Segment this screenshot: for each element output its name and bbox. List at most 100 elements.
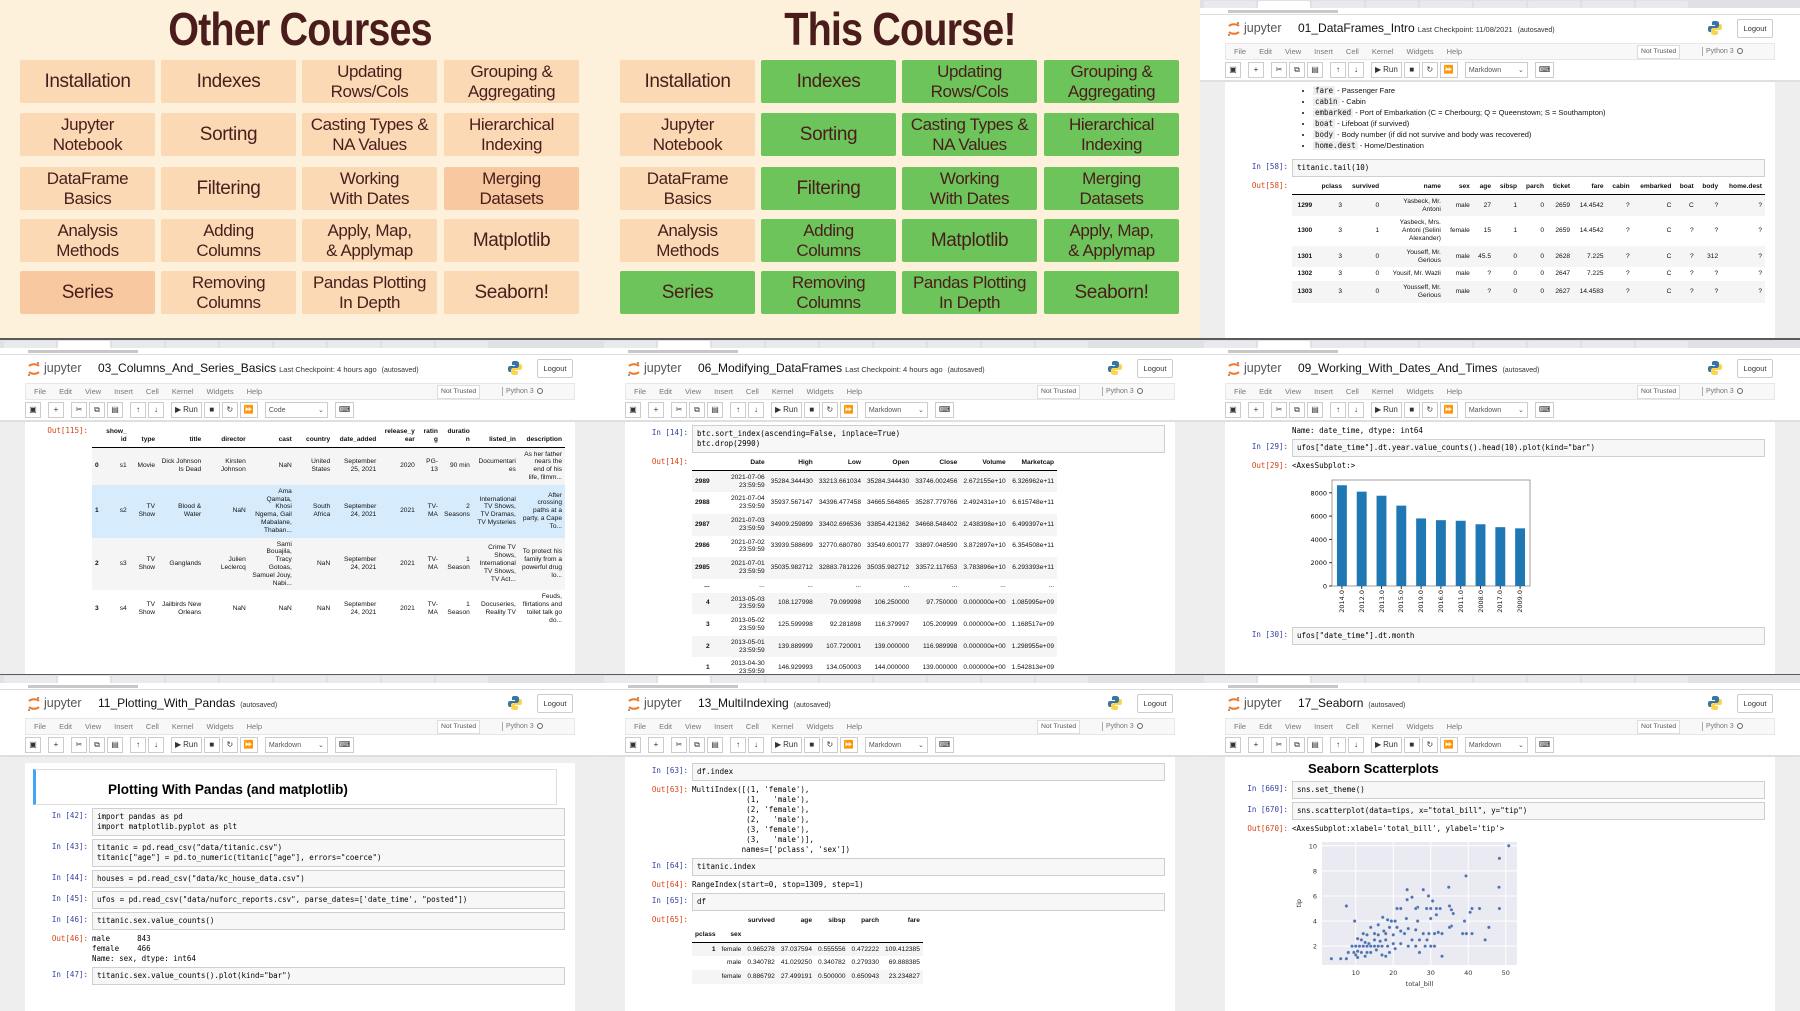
browser-tab[interactable] (1312, 341, 1364, 348)
arrow-up-button[interactable]: ↑ (730, 737, 746, 753)
browser-tab[interactable] (4, 341, 56, 348)
restart-button[interactable]: ↻ (221, 737, 238, 753)
menu-widgets[interactable]: Widgets (1406, 722, 1434, 731)
command-palette-button[interactable]: ⌨ (1534, 402, 1555, 418)
jupyter-brand[interactable]: jupyter (1244, 21, 1282, 35)
menu-cell[interactable]: Cell (745, 387, 759, 396)
browser-tab[interactable] (1420, 1, 1472, 8)
menu-file[interactable]: File (634, 722, 647, 731)
logout-button[interactable]: Logout (1737, 359, 1773, 378)
notebook-title[interactable]: 03_Columns_And_Series_Basics (98, 361, 277, 375)
stop-button[interactable]: ■ (1403, 62, 1420, 78)
plus-button[interactable]: + (48, 737, 64, 753)
paste-button[interactable]: ▤ (107, 737, 123, 753)
stop-button[interactable]: ■ (1403, 402, 1420, 418)
notebook-title[interactable]: 01_DataFrames_Intro (1298, 21, 1415, 35)
table-row[interactable]: 1302 3 0 Yousif, Mr. Wazli male? 0 0 2647 7.225?… (1292, 267, 1765, 281)
arrow-down-button[interactable]: ↓ (748, 737, 764, 753)
menu-view[interactable]: View (1285, 722, 1302, 731)
menu-widgets[interactable]: Widgets (206, 722, 234, 731)
paste-button[interactable]: ▤ (707, 402, 723, 418)
logout-button[interactable]: Logout (1737, 19, 1773, 38)
cell-type-select[interactable]: Markdown ⌄ (1464, 402, 1528, 418)
arrow-down-button[interactable]: ↓ (1348, 62, 1364, 78)
copy-button[interactable]: ⧉ (689, 737, 705, 753)
kernel-name[interactable]: Python 3 (506, 388, 534, 395)
browser-tab[interactable] (1528, 1, 1580, 8)
browser-tab[interactable] (1474, 341, 1526, 348)
arrow-down-button[interactable]: ↓ (1348, 737, 1364, 753)
browser-tab[interactable] (1036, 341, 1088, 348)
not-trusted-button[interactable]: Not Trusted (1037, 720, 1081, 734)
code-input[interactable]: titanic = pd.read_csv("data/titanic.csv"… (92, 839, 565, 867)
restart-button[interactable]: ↻ (821, 402, 838, 418)
browser-tab[interactable] (328, 676, 380, 683)
table-row[interactable]: 2989 2021-07-06 23:59:59 35284.344430 33213… (692, 470, 1058, 493)
menu-help[interactable]: Help (846, 387, 863, 396)
browser-tab[interactable] (1312, 676, 1364, 683)
restart-button[interactable]: ↻ (221, 402, 238, 418)
paste-button[interactable]: ▤ (1307, 402, 1323, 418)
table-row[interactable]: 1 s2 TV Show Blood & Water NaN Ama Qamata, Kh… (92, 484, 565, 538)
run-button[interactable]: ▶ Run (1371, 402, 1402, 418)
fast-forward-button[interactable]: ⏩ (1439, 402, 1458, 418)
code-input[interactable]: sns.scatterplot(data=tips, x="total_bill… (1292, 802, 1765, 820)
menu-edit[interactable]: Edit (1259, 387, 1273, 396)
notebook-content[interactable]: Name: date_time, dtype: int64 In [29]: ufo… (1200, 422, 1800, 674)
table-row[interactable]: 1 2013-04-30 23:59:59 146.929993 134.050003… (692, 657, 1057, 674)
menu-edit[interactable]: Edit (59, 722, 73, 731)
jupyter-brand[interactable]: jupyter (44, 696, 82, 710)
menu-cell[interactable]: Cell (1345, 387, 1359, 396)
kernel-name[interactable]: Python 3 (1106, 388, 1134, 395)
table-row[interactable]: 3 2013-05-02 23:59:59 125.599998 92.281898 1… (692, 614, 1057, 636)
restart-button[interactable]: ↻ (1421, 402, 1438, 418)
cell-type-select[interactable]: Markdown ⌄ (264, 737, 328, 753)
fast-forward-button[interactable]: ⏩ (839, 737, 858, 753)
code-cell[interactable]: In [46]: titanic.sex.value_counts() (25, 912, 565, 930)
cut-button[interactable]: ✂ (671, 402, 687, 418)
menu-insert[interactable]: Insert (114, 387, 133, 396)
paste-button[interactable]: ▤ (107, 402, 123, 418)
fast-forward-button[interactable]: ⏩ (239, 402, 258, 418)
menu-view[interactable]: View (85, 387, 102, 396)
browser-tab[interactable] (874, 676, 926, 683)
browser-tab[interactable] (1366, 676, 1418, 683)
code-cell[interactable]: In [45]: ufos = pd.read_csv("data/nuforc_… (25, 891, 565, 909)
browser-tab[interactable] (1036, 676, 1088, 683)
menu-cell[interactable]: Cell (1345, 722, 1359, 731)
code-cell[interactable]: In [14]: btc.sort_index(ascending=False, … (625, 425, 1165, 453)
table-row[interactable]: female 0.886792 27.499191 0.500000 0.650943 2… (692, 970, 923, 984)
browser-tab[interactable] (766, 341, 818, 348)
command-palette-button[interactable]: ⌨ (334, 402, 355, 418)
browser-tab[interactable] (382, 341, 434, 348)
restart-button[interactable]: ↻ (821, 737, 838, 753)
logout-button[interactable]: Logout (1137, 694, 1173, 713)
arrow-up-button[interactable]: ↑ (130, 402, 146, 418)
jupyter-logo-icon[interactable] (1227, 696, 1241, 717)
address-bar[interactable] (0, 348, 600, 355)
browser-tab[interactable] (1420, 676, 1472, 683)
jupyter-logo-icon[interactable] (627, 696, 641, 717)
browser-tab[interactable] (1204, 341, 1256, 348)
menu-kernel[interactable]: Kernel (171, 722, 194, 731)
code-input[interactable]: titanic.tail(10) (1292, 159, 1765, 177)
plus-button[interactable]: + (648, 737, 664, 753)
menu-cell[interactable]: Cell (1345, 47, 1359, 56)
browser-tab[interactable] (382, 676, 434, 683)
code-cell[interactable]: In [670]: sns.scatterplot(data=tips, x="t… (1225, 802, 1765, 820)
browser-tab[interactable] (1636, 676, 1688, 683)
run-button[interactable]: ▶ Run (1371, 62, 1402, 78)
menu-file[interactable]: File (1234, 387, 1247, 396)
save-button[interactable]: ▣ (1225, 737, 1241, 753)
table-row[interactable]: male 0.340782 41.029250 0.340782 0.279330 69.… (692, 956, 923, 970)
address-bar[interactable] (1200, 683, 1800, 690)
stop-button[interactable]: ■ (803, 402, 820, 418)
code-input[interactable]: ufos["date_time"].dt.year.value_counts()… (1292, 439, 1765, 457)
browser-tab[interactable] (1258, 1, 1310, 8)
notebook-title[interactable]: 11_Plotting_With_Pandas (98, 696, 236, 710)
code-input[interactable]: ufos = pd.read_csv("data/nuforc_reports.… (92, 891, 565, 909)
menu-edit[interactable]: Edit (1259, 722, 1273, 731)
menu-insert[interactable]: Insert (1314, 387, 1333, 396)
menu-edit[interactable]: Edit (659, 722, 673, 731)
browser-tab[interactable] (604, 341, 656, 348)
